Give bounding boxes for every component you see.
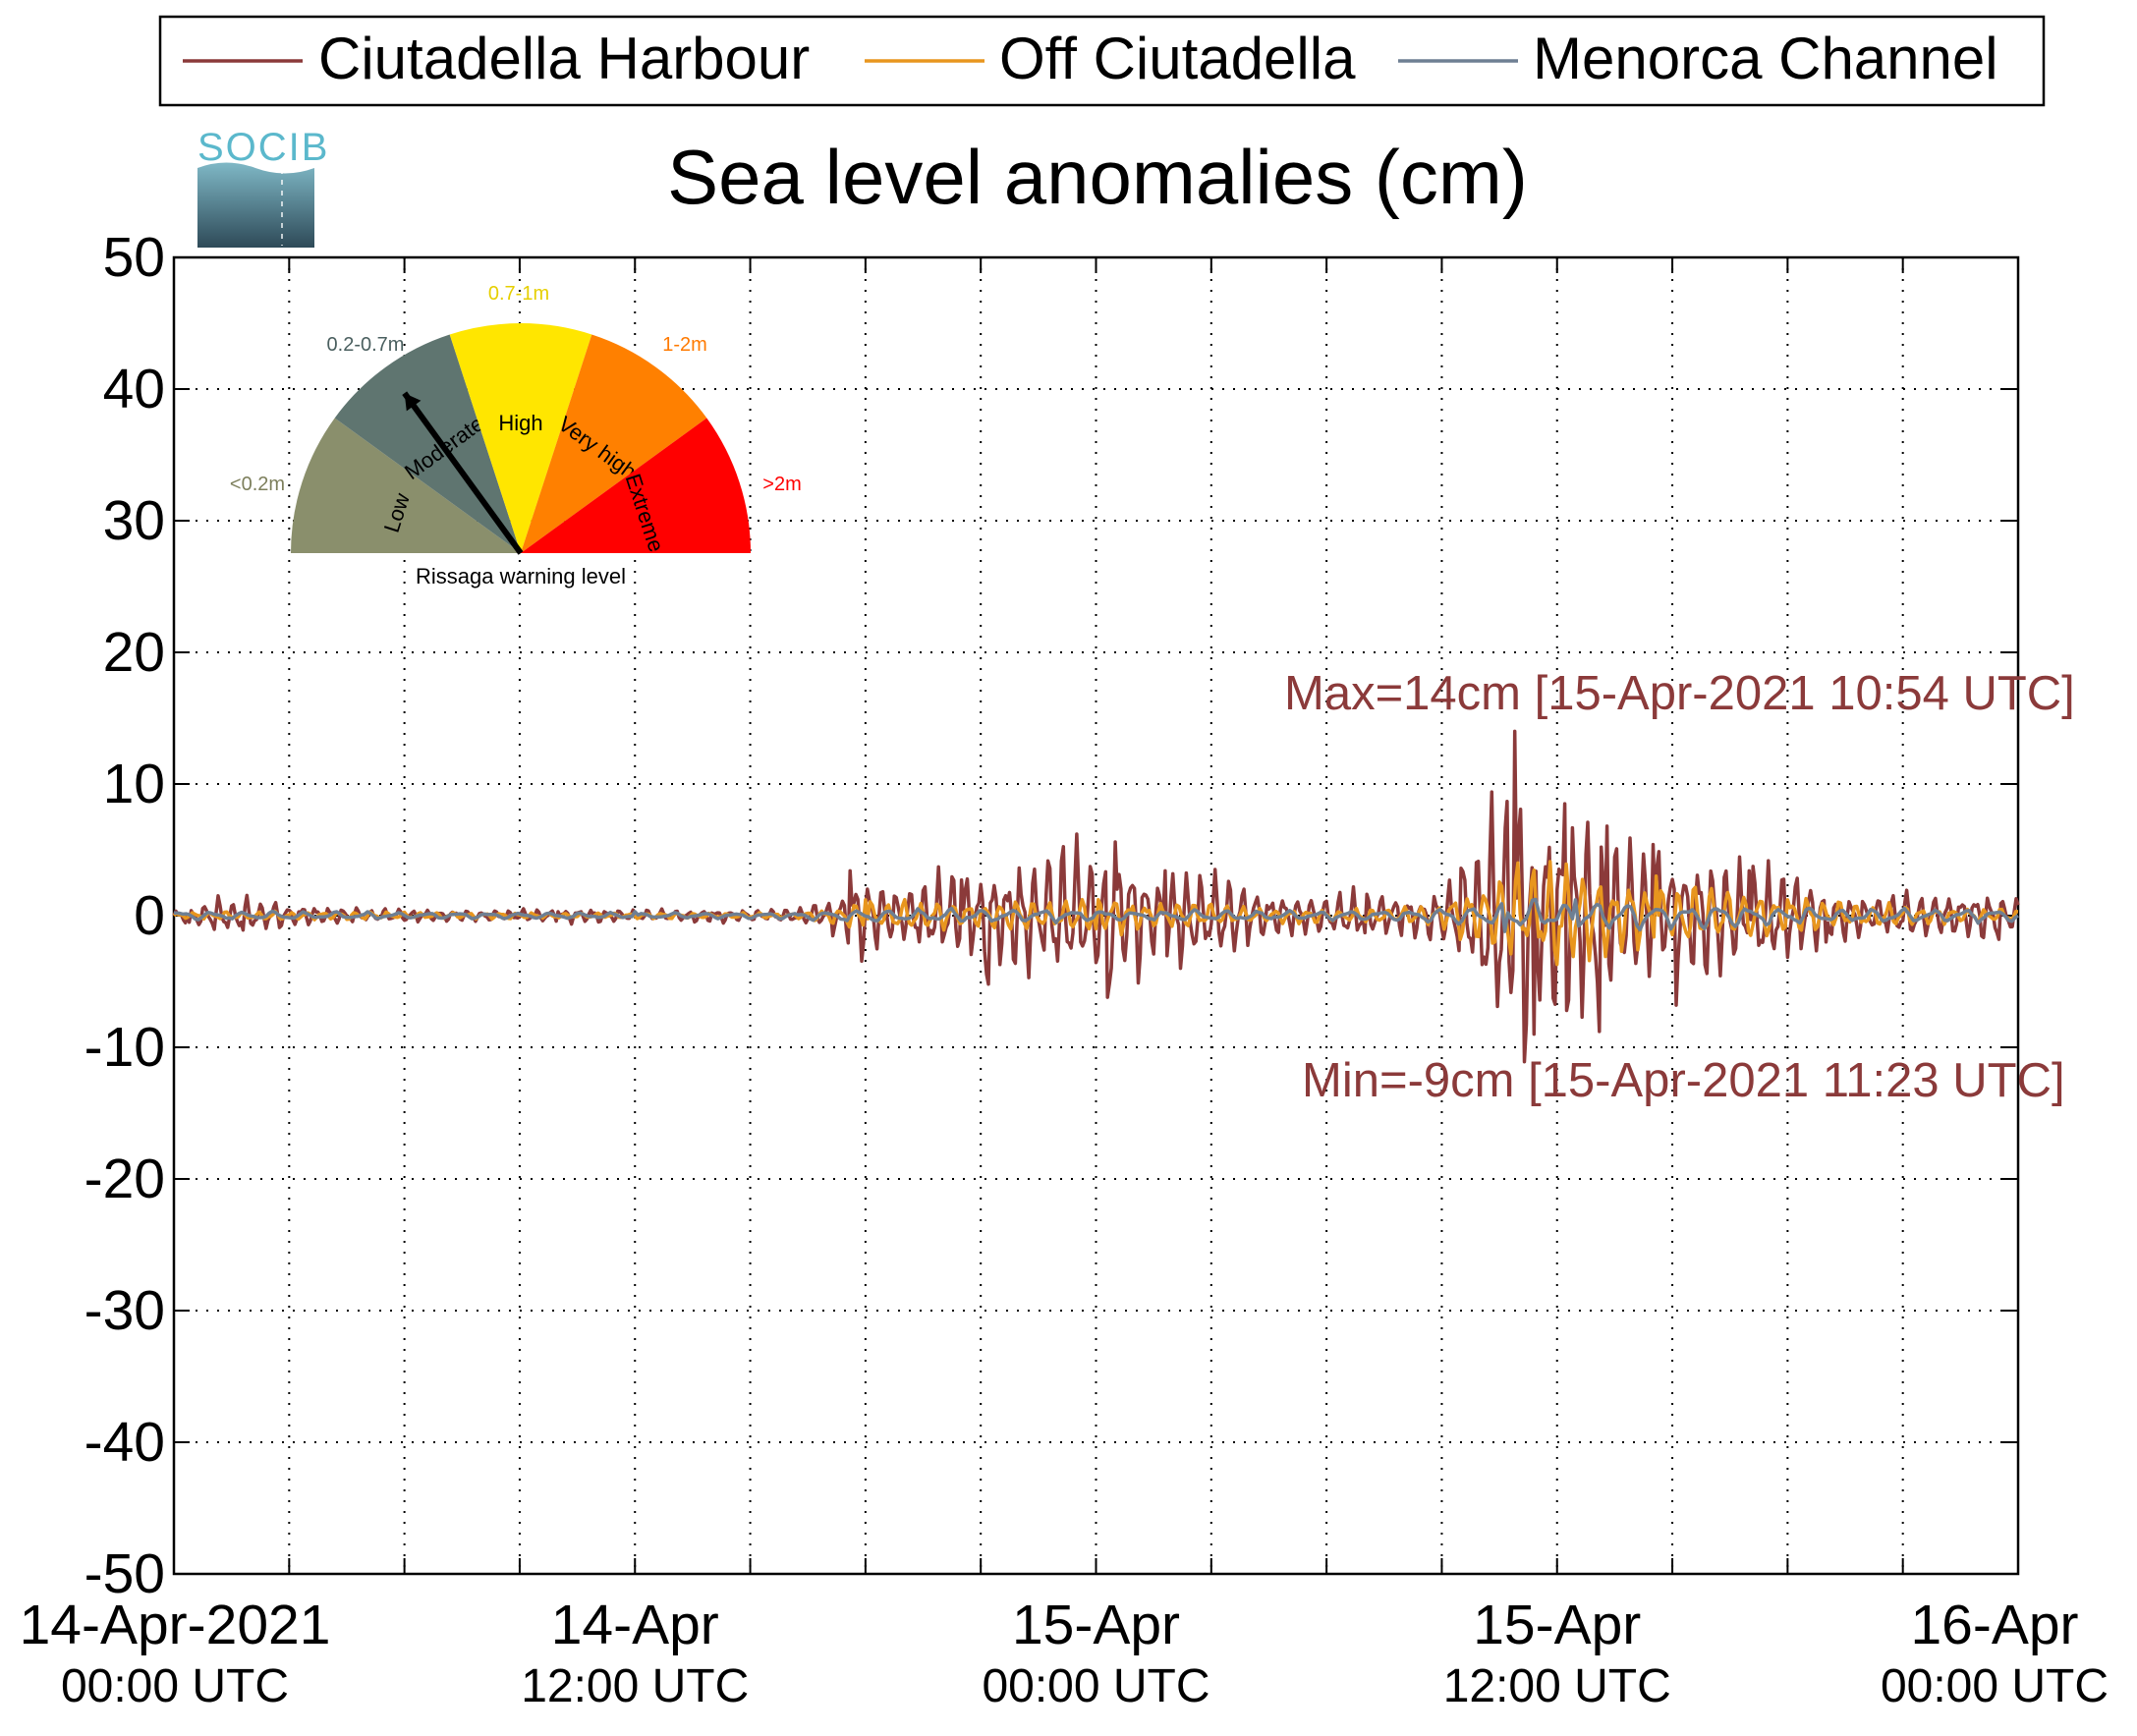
socib-logo-text: SOCIB [197,126,329,169]
legend-label-off-ciutadella: Off Ciutadella [999,26,1356,91]
x-tick-label-date: 16-Apr [1910,1594,2078,1656]
x-tick-label-time: 12:00 UTC [521,1660,749,1712]
gauge-range-label: 1-2m [662,334,707,356]
y-tick-label: 40 [103,358,165,420]
gauge-segment-very-high [521,334,707,553]
chart-title: Sea level anomalies (cm) [667,134,1528,220]
y-tick-label: 0 [134,884,165,947]
gauge-range-label: 0.7-1m [488,283,549,305]
y-tick-label: 20 [103,621,165,684]
y-tick-label: -10 [84,1016,165,1079]
x-tick-label-date: 14-Apr [551,1594,719,1656]
y-tick-label: -20 [84,1148,165,1210]
socib-logo-wave [197,162,314,248]
gauge-caption: Rissaga warning level [416,564,626,588]
gauge-range-label: <0.2m [230,474,285,495]
x-tick-label-date: 15-Apr [1012,1594,1180,1656]
gauge-level-label: High [498,411,542,435]
gauge-segment-moderate [334,334,521,553]
gauge-needle-head [404,393,422,412]
y-tick-label: 10 [103,753,165,815]
x-tick-label-date: 14-Apr-2021 [20,1594,331,1656]
min-annotation: Min=-9cm [15-Apr-2021 11:23 UTC] [1302,1054,2065,1107]
gauge-segment-low [291,418,521,553]
max-annotation: Max=14cm [15-Apr-2021 10:54 UTC] [1284,667,2075,720]
gauge-needle [402,391,524,555]
x-tick-label-date: 15-Apr [1473,1594,1641,1656]
x-tick-label-time: 00:00 UTC [61,1660,289,1712]
socib-logo: SOCIB [197,126,329,248]
y-tick-label: 30 [103,489,165,552]
legend-box [158,15,2046,107]
legend: Ciutadella Harbour Off Ciutadella Menorc… [158,15,2046,107]
y-axis-tick-labels: -50 -40 -30 -20 -10 0 10 20 30 40 50 [84,226,165,1605]
y-tick-label: -30 [84,1279,165,1342]
x-tick-label-time: 00:00 UTC [1881,1660,2109,1712]
y-tick-label: -40 [84,1411,165,1474]
y-tick-label: -50 [84,1542,165,1605]
rissaga-gauge: Rissaga warning level Low<0.2mModerate0.… [230,283,802,588]
series-line-menorca-channel [173,897,2019,933]
gauge-range-label: 0.2-0.7m [327,334,405,356]
x-tick-label-time: 00:00 UTC [982,1660,1209,1712]
gauge-segment-extreme [521,418,751,553]
gauge-range-label: >2m [762,474,801,495]
series-layer [172,729,2020,1064]
gauge-segment-high [449,323,592,553]
legend-label-ciutadella-harbour: Ciutadella Harbour [318,26,810,91]
legend-label-menorca-channel: Menorca Channel [1533,26,1998,91]
y-tick-label: 50 [103,226,165,289]
x-tick-label-time: 12:00 UTC [1443,1660,1671,1712]
